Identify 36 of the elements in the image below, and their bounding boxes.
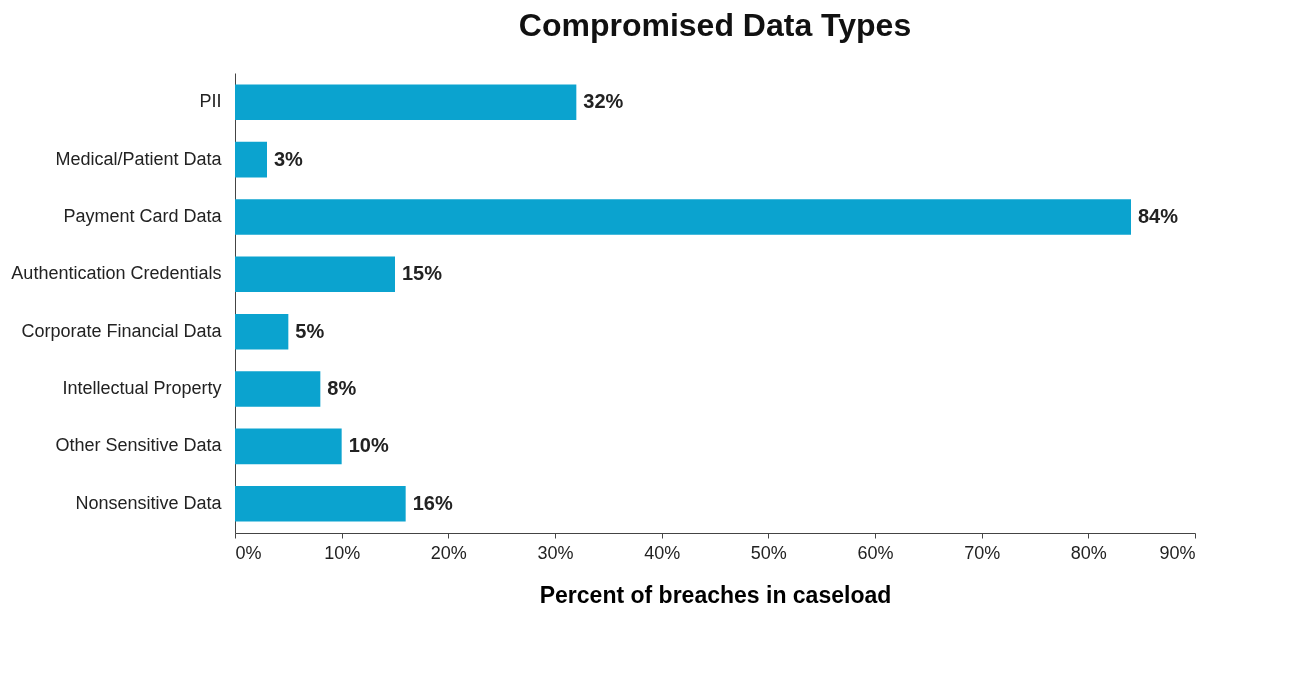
bar <box>235 428 342 465</box>
data-label: 10% <box>348 434 389 457</box>
x-tick-label: 90% <box>1159 542 1196 563</box>
y-tick-label: PII <box>199 91 222 112</box>
x-tick-label: 80% <box>1070 542 1107 563</box>
y-tick-label: Medical/Patient Data <box>55 148 223 169</box>
y-tick-label: Payment Card Data <box>63 205 223 226</box>
bar <box>235 199 1131 235</box>
x-tick-label: 0% <box>235 542 262 563</box>
x-tick-label: 30% <box>537 542 574 563</box>
x-axis-title: Percent of breaches in caseload <box>539 581 892 608</box>
y-tick-label: Corporate Financial Data <box>21 320 223 341</box>
bar <box>235 371 321 407</box>
bar <box>235 485 406 522</box>
data-label: 32% <box>583 90 624 113</box>
y-tick-label: Intellectual Property <box>62 378 222 399</box>
bar <box>235 313 289 350</box>
x-tick-label: 70% <box>964 542 1001 563</box>
y-tick-label: Nonsensitive Data <box>75 492 223 513</box>
bar <box>235 256 395 293</box>
x-tick-label: 50% <box>750 542 787 563</box>
data-label: 16% <box>412 491 453 514</box>
data-label: 84% <box>1138 204 1179 227</box>
y-tick-label: Other Sensitive Data <box>55 435 223 456</box>
chart-title: Compromised Data Types <box>518 7 912 43</box>
data-label: 5% <box>295 319 325 342</box>
x-tick-label: 20% <box>430 542 467 563</box>
data-label: 15% <box>402 262 443 285</box>
x-tick-label: 60% <box>857 542 894 563</box>
data-label: 3% <box>274 147 304 170</box>
bar <box>235 84 577 121</box>
data-label: 8% <box>327 377 357 400</box>
bar <box>235 141 267 178</box>
y-tick-label: Authentication Credentials <box>11 263 222 284</box>
x-tick-label: 10% <box>324 542 361 563</box>
x-tick-label: 40% <box>644 542 681 563</box>
